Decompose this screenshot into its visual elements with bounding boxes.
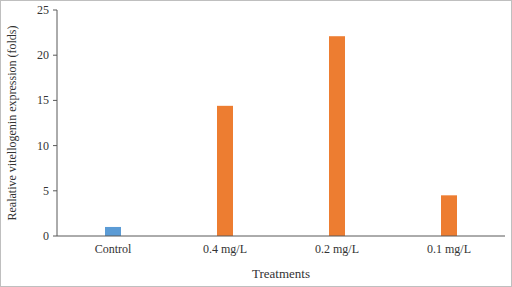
chart: 0 5 10 15 20 25 Control 0.4 mg/L 0.2 mg/L 0.1 mg/… xyxy=(0,0,512,287)
chart-root: 0 5 10 15 20 25 Control 0.4 mg/L 0.2 mg/L 0.1 mg/… xyxy=(0,0,512,287)
y-tick xyxy=(53,10,57,11)
x-tick-label: Control xyxy=(95,242,132,256)
y-tick xyxy=(53,236,57,237)
x-tick-label: 0.4 mg/L xyxy=(203,242,247,256)
bar xyxy=(329,36,345,236)
y-tick-label: 5 xyxy=(43,184,49,198)
bar xyxy=(217,106,233,236)
y-tick xyxy=(53,55,57,56)
y-tick-label: 10 xyxy=(37,139,49,153)
y-tick-label: 0 xyxy=(43,229,49,243)
y-tick-label: 15 xyxy=(37,93,49,107)
x-tick-label: 0.1 mg/L xyxy=(427,242,471,256)
bar xyxy=(105,227,121,236)
x-axis-label: Treatments xyxy=(252,266,310,281)
y-tick-label: 25 xyxy=(37,3,49,17)
bars xyxy=(105,36,457,236)
y-tick xyxy=(53,100,57,101)
x-tick-label: 0.2 mg/L xyxy=(315,242,359,256)
y-tick-label: 20 xyxy=(37,48,49,62)
y-axis xyxy=(57,10,58,236)
bar xyxy=(441,195,457,236)
y-axis-label: Realative vitellogenin expression (folds… xyxy=(5,26,19,221)
y-tick xyxy=(53,190,57,191)
x-axis xyxy=(57,236,505,237)
chart-border xyxy=(1,1,512,287)
y-tick xyxy=(53,145,57,146)
